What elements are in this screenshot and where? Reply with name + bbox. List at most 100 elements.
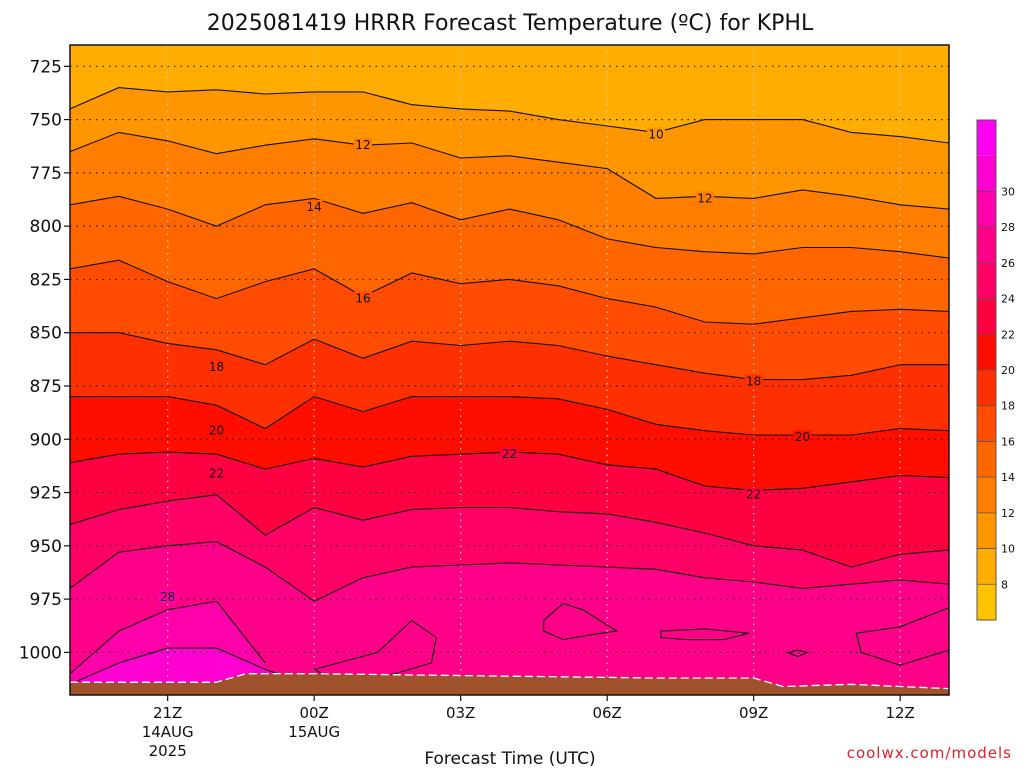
band-closed-4 [856, 607, 949, 666]
isotherm-closed-4 [855, 607, 949, 666]
colorbar-label: 24 [1001, 293, 1015, 306]
contour-label: 18 [209, 360, 224, 374]
isotherm-16 [70, 259, 949, 325]
y-tick-label: 750 [30, 111, 62, 131]
isotherm-14 [70, 195, 949, 259]
colorbar-label: 28 [1001, 221, 1015, 234]
colorbar-label: 30 [1001, 185, 1015, 198]
contour-label: 28 [160, 590, 175, 604]
x-tick-date: 14AUG [142, 723, 194, 741]
colorbar-swatch [977, 334, 996, 370]
ground-edge [70, 673, 949, 690]
contour-label-bg [207, 466, 226, 480]
colorbar-swatch [977, 405, 996, 442]
isotherm-closed-3 [786, 649, 810, 658]
isotherm-10 [70, 87, 949, 144]
contour-labels: 1012121416181820202222222826 [158, 127, 812, 691]
contour-label: 10 [648, 128, 663, 142]
isotherm-18 [70, 332, 949, 381]
ground-layer [70, 673, 949, 695]
colorbar-label: 22 [1001, 328, 1015, 341]
colorbar-swatch [977, 298, 996, 335]
contour-label: 18 [746, 375, 761, 389]
isotherm-24 [70, 494, 949, 568]
colorbar-swatch [977, 155, 996, 192]
contour-label-bg [305, 199, 324, 213]
isotherm-30 [70, 647, 290, 685]
y-tick-label: 825 [30, 270, 62, 290]
contour-label-bg [354, 138, 372, 152]
colorbar-label: 18 [1001, 400, 1015, 413]
colorbar-swatch [977, 262, 996, 299]
band-closed-0 [314, 620, 437, 683]
contour-label: 22 [502, 447, 517, 461]
y-tick-label: 875 [30, 377, 62, 397]
y-tick-label: 800 [30, 217, 62, 237]
y-tick-label: 950 [30, 537, 62, 557]
colorbar-swatch [977, 370, 996, 406]
grid-lines [70, 45, 949, 695]
contour-label-bg [744, 374, 763, 388]
x-tick-year: 2025 [149, 742, 187, 760]
contour-label-bg [500, 447, 519, 461]
colorbar-label: 20 [1001, 364, 1015, 377]
contour-label: 12 [355, 138, 370, 152]
plot-frame [69, 44, 950, 696]
isotherm-closed-1 [543, 602, 619, 641]
colorbar-label: 16 [1001, 435, 1015, 448]
contour-label-bg [744, 487, 763, 501]
y-tick-label: 1000 [19, 643, 62, 663]
colorbar-label: 12 [1001, 507, 1015, 520]
contour-label: 20 [795, 430, 810, 444]
colorbar-label: 10 [1001, 543, 1015, 556]
colorbar-swatch [977, 120, 996, 156]
y-tick-label: 975 [30, 590, 62, 610]
y-tick-label: 900 [30, 430, 62, 450]
colorbar: 8 10 12 14 16 18 20 22 24 26 28 30 [976, 119, 1015, 621]
contour-label: 12 [697, 191, 712, 205]
colorbar-swatch [977, 477, 996, 513]
y-tick-label: 850 [30, 324, 62, 344]
colorbar-swatch [977, 191, 996, 228]
x-tick-label: 00Z [299, 704, 328, 722]
contour-label-bg [793, 430, 812, 444]
colorbar-label: 8 [1001, 578, 1008, 591]
colorbar-swatch [977, 512, 996, 549]
colorbar-label: 26 [1001, 257, 1015, 270]
plot-area: 1012121416181820202222222826 [70, 45, 949, 695]
x-tick-label: 06Z [592, 704, 621, 722]
temperature-bands [70, 45, 949, 695]
colorbar-swatch [977, 548, 996, 585]
colorbar-swatch [977, 441, 996, 478]
x-tick-date: 15AUG [288, 723, 340, 741]
contour-label-bg [158, 589, 177, 603]
chart-title: 2025081419 HRRR Forecast Temperature (ºC… [207, 11, 814, 36]
y-tick-label: 725 [30, 57, 62, 77]
y-tick-label: 775 [30, 164, 62, 184]
contour-label: 14 [307, 200, 322, 214]
contour-label: 22 [746, 488, 761, 502]
contour-label: 16 [355, 292, 370, 306]
colorbar-swatch [977, 227, 996, 263]
contour-label-bg [354, 291, 372, 305]
isotherm-12 [70, 131, 949, 210]
x-tick-label: 12Z [885, 704, 914, 722]
contour-label-bg [695, 191, 714, 205]
colorbar-label: 14 [1001, 471, 1015, 484]
contour-label-bg [207, 359, 226, 373]
contour-label-bg [207, 423, 226, 437]
isotherm-closed-2 [660, 628, 749, 641]
band-closed-1 [543, 603, 617, 640]
isotherm-26 [70, 541, 949, 602]
contour-label: 22 [209, 466, 224, 480]
ground-fill [70, 673, 949, 695]
contour-label-bg [647, 127, 665, 141]
contour-label: 20 [209, 424, 224, 438]
isotherm-28 [70, 600, 266, 675]
y-axis: 725 750 775 800 825 850 875 900 925 950 975 1000 [19, 57, 70, 663]
x-tick-label: 21Z [153, 704, 182, 722]
isotherm-contours [70, 87, 949, 685]
y-tick-label: 925 [30, 484, 62, 504]
